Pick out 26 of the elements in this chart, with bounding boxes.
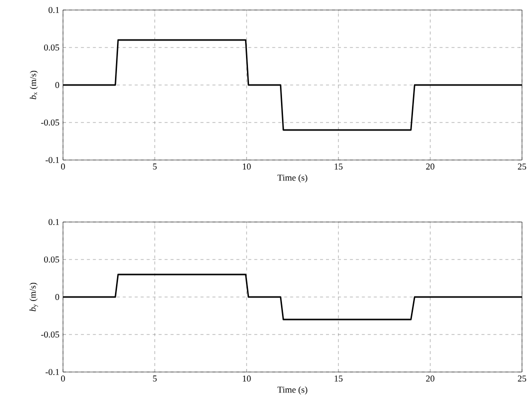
x-axis-title: Time (s) [278, 386, 308, 395]
x-tick-label: 10 [242, 164, 251, 170]
x-tick-label: 10 [242, 376, 251, 382]
x-tick-label: 20 [426, 164, 434, 170]
x-tick-label: 20 [426, 376, 434, 382]
y-axis-title: b$_{y}$ (m/s) [29, 282, 38, 312]
y-tick-label: -0.05 [41, 331, 60, 338]
x-tick-label: 15 [334, 164, 343, 170]
x-tick-label: 0 [61, 376, 65, 382]
y-tick-label: -0.05 [41, 119, 60, 126]
x-axis-title: Time (s) [278, 174, 308, 183]
y-tick-label: 0.05 [44, 44, 60, 51]
y-tick-label: 0.1 [48, 218, 59, 226]
x-tick-label: 25 [518, 164, 526, 170]
x-tick-label: 25 [518, 376, 526, 382]
y-tick-label: 0.05 [44, 256, 60, 263]
x-tick-label: 5 [153, 376, 157, 382]
y-axis-title: b$_{x}$ (m/s) [30, 70, 38, 100]
x-tick-label: 15 [334, 376, 343, 382]
x-tick-label: 0 [61, 164, 65, 170]
y-tick-label: 0.1 [48, 6, 59, 14]
y-tick-label: -0.1 [46, 368, 59, 376]
x-tick-label: 5 [153, 164, 157, 170]
y-tick-label: 0 [55, 82, 60, 88]
y-tick-label: -0.1 [46, 156, 59, 164]
y-tick-label: 0 [55, 294, 60, 300]
